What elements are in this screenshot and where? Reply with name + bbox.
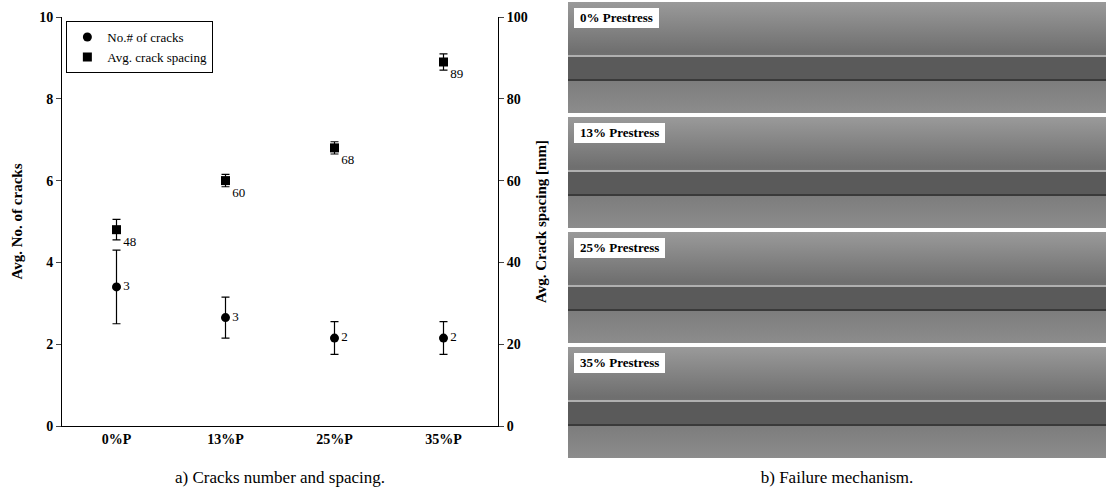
svg-text:48: 48 <box>123 234 136 249</box>
svg-text:6: 6 <box>46 174 53 189</box>
svg-text:Avg. No. of cracks: Avg. No. of cracks <box>9 163 25 279</box>
svg-text:Avg. Crack spacing [mm]: Avg. Crack spacing [mm] <box>533 140 549 303</box>
html-text:35% Prestress: 35% Prestress <box>580 355 660 370</box>
svg-text:100: 100 <box>507 10 528 25</box>
html-text:25% Prestress: 25% Prestress <box>580 240 660 255</box>
svg-text:2: 2 <box>450 329 457 344</box>
svg-text:89: 89 <box>450 66 463 81</box>
svg-text:4: 4 <box>46 255 53 270</box>
html-text:13% Prestress: 13% Prestress <box>580 125 660 140</box>
svg-text:2: 2 <box>46 337 53 352</box>
svg-text:3: 3 <box>123 278 130 293</box>
svg-text:No.# of cracks: No.# of cracks <box>107 30 183 45</box>
svg-text:13%P: 13%P <box>207 432 244 447</box>
svg-text:10: 10 <box>39 10 53 25</box>
svg-text:80: 80 <box>507 92 521 107</box>
svg-text:0: 0 <box>46 419 53 434</box>
svg-text:25%P: 25%P <box>316 432 353 447</box>
html-text:0% Prestress: 0% Prestress <box>580 10 653 25</box>
svg-text:40: 40 <box>507 255 521 270</box>
svg-text:68: 68 <box>341 152 354 167</box>
svg-text:0: 0 <box>507 419 514 434</box>
svg-text:8: 8 <box>46 92 53 107</box>
html-text:a) Cracks number and spacing.: a) Cracks number and spacing. <box>175 468 385 487</box>
html-text:b) Failure mechanism.: b) Failure mechanism. <box>760 468 914 487</box>
svg-text:35%P: 35%P <box>425 432 462 447</box>
svg-text:Avg. crack spacing: Avg. crack spacing <box>107 50 207 65</box>
svg-text:3: 3 <box>232 309 239 324</box>
svg-text:2: 2 <box>341 329 348 344</box>
svg-text:20: 20 <box>507 337 521 352</box>
svg-text:0%P: 0%P <box>102 432 132 447</box>
svg-text:60: 60 <box>232 185 245 200</box>
svg-text:60: 60 <box>507 174 521 189</box>
